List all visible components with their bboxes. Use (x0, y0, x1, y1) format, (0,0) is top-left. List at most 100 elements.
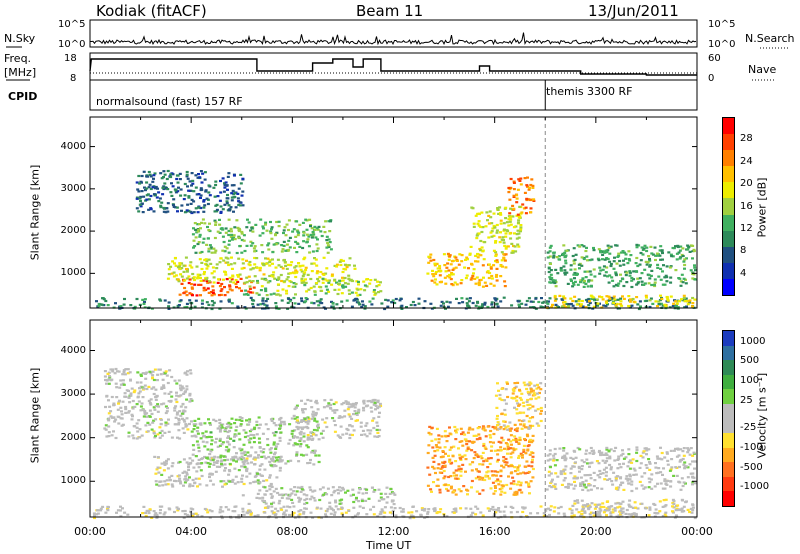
data-cell (413, 304, 417, 307)
data-cell (612, 260, 616, 263)
data-cell (479, 254, 483, 257)
data-cell (269, 464, 273, 467)
data-cell (432, 275, 436, 278)
data-cell (185, 175, 189, 178)
data-cell (302, 426, 306, 429)
data-cell (376, 401, 380, 404)
data-cell (691, 506, 695, 509)
data-cell (525, 184, 529, 187)
data-cell (229, 280, 233, 283)
data-cell (683, 263, 687, 267)
data-cell (177, 479, 181, 482)
data-cell (614, 283, 618, 286)
data-cell (605, 266, 609, 269)
data-cell (653, 485, 657, 488)
data-cell (462, 485, 466, 488)
colorbar-swatch (723, 182, 734, 199)
data-cell (291, 501, 295, 504)
data-cell (358, 303, 362, 306)
data-cell (400, 304, 404, 307)
data-cell (192, 466, 196, 469)
data-cell (199, 294, 202, 297)
data-cell (304, 300, 308, 303)
data-cell (199, 437, 203, 440)
data-cell (230, 196, 234, 199)
data-cell (370, 303, 374, 306)
strips-layer (6, 19, 788, 111)
data-cell (295, 421, 299, 424)
data-cell (212, 270, 216, 273)
data-cell (190, 172, 194, 175)
data-cell (149, 207, 153, 210)
data-cell (302, 280, 306, 283)
data-cell (628, 459, 632, 462)
data-cell (629, 505, 633, 508)
data-cell (196, 273, 200, 276)
data-cell (632, 270, 636, 273)
data-cell (305, 241, 309, 244)
data-cell (433, 454, 437, 457)
data-cell (437, 463, 441, 466)
nsearch-tick-top: 10^5 (708, 19, 736, 30)
data-cell (468, 426, 472, 429)
data-cell (529, 382, 533, 385)
data-cell (176, 278, 180, 281)
data-cell (552, 510, 556, 513)
data-cell (500, 387, 504, 390)
data-cell (166, 169, 170, 173)
data-cell (280, 299, 284, 302)
data-cell (305, 501, 309, 505)
data-cell (609, 514, 613, 517)
data-cell (274, 507, 278, 510)
data-cell (223, 270, 226, 273)
data-cell (232, 457, 235, 461)
data-cell (563, 454, 567, 457)
data-cell (232, 281, 236, 284)
data-cell (549, 472, 553, 475)
data-cell (542, 300, 546, 303)
data-cell (227, 508, 231, 511)
data-cell (389, 506, 393, 509)
data-cell (492, 234, 496, 237)
data-cell (585, 449, 588, 452)
data-cell (311, 250, 315, 253)
data-cell (178, 262, 182, 265)
data-cell (373, 278, 377, 281)
data-cell (223, 245, 227, 248)
data-cell (562, 295, 566, 298)
data-cell (273, 434, 277, 437)
data-cell (295, 453, 299, 456)
data-cell (299, 497, 303, 500)
data-cell (274, 234, 277, 237)
data-cell (317, 438, 321, 441)
data-cell (517, 419, 521, 422)
data-cell (438, 491, 442, 494)
data-cell (155, 196, 159, 199)
data-cell (164, 411, 168, 415)
data-cell (530, 461, 534, 464)
data-cell (474, 254, 478, 257)
data-cell (618, 505, 622, 508)
data-cell (310, 270, 314, 273)
data-cell (138, 303, 142, 306)
data-cell (153, 172, 157, 175)
data-cell (139, 195, 143, 198)
data-cell (443, 446, 447, 449)
data-cell (304, 297, 308, 300)
data-cell (534, 307, 538, 310)
data-cell (569, 467, 573, 470)
data-cell (498, 488, 502, 491)
data-cell (272, 511, 276, 514)
data-cell (163, 463, 167, 466)
data-cell (254, 223, 258, 226)
data-cell (601, 472, 605, 475)
data-cell (693, 482, 697, 485)
data-cell (529, 211, 533, 214)
data-cell (219, 506, 223, 509)
data-cell (378, 411, 381, 414)
data-cell (344, 268, 348, 271)
data-cell (355, 413, 359, 416)
data-cell (577, 465, 581, 468)
data-cell (480, 246, 484, 249)
data-cell (260, 244, 264, 247)
